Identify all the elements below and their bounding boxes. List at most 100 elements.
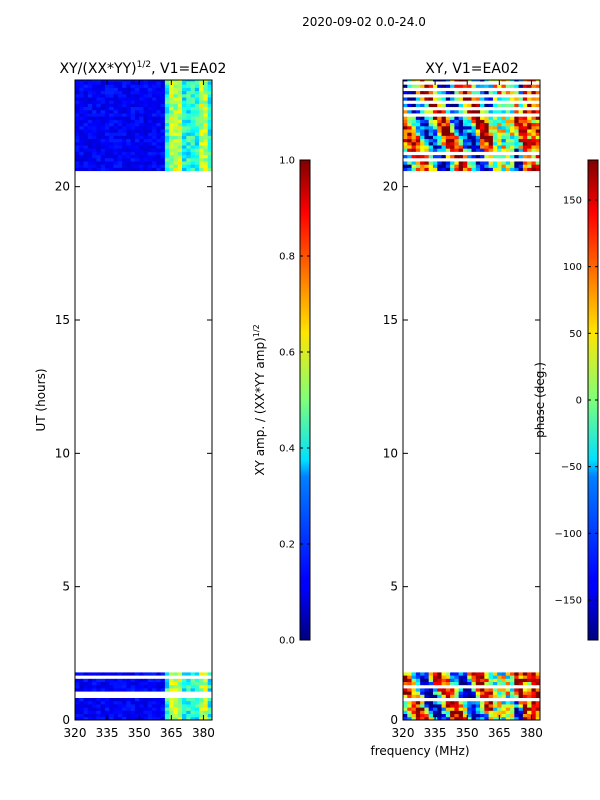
amp-heat-cell: [177, 148, 183, 152]
phase-heatmap: [403, 80, 541, 721]
amp-heat-cell: [83, 106, 89, 111]
amp-heat-cell: [130, 678, 136, 682]
phase-heat-cell: [527, 113, 532, 117]
phase-heat-cell: [450, 710, 455, 714]
phase-heat-cell: [488, 151, 494, 156]
phase-heat-cell: [424, 164, 430, 168]
phase-heat-cell: [518, 681, 524, 686]
phase-heat-cell: [475, 161, 481, 165]
amp-heat-cell: [100, 119, 106, 124]
amp-heat-cell: [207, 148, 213, 152]
amp-heat-cell: [160, 167, 166, 172]
phase-heat-cell: [480, 119, 485, 124]
amp-heat-cell: [182, 704, 187, 708]
amp-heat-cell: [156, 93, 162, 98]
amp-heat-cell: [96, 675, 102, 679]
phase-heat-cell: [420, 710, 425, 714]
amp-heat-cell: [199, 103, 204, 108]
phase-heat-cell: [471, 113, 477, 117]
amp-heat-cell: [194, 678, 200, 682]
amp-heat-cell: [134, 106, 140, 111]
phase-heat-cell: [492, 151, 498, 156]
phase-heat-cell: [531, 109, 537, 114]
amp-heat-cell: [117, 116, 123, 120]
amp-heat-cell: [173, 148, 179, 152]
phase-heat-cell: [437, 678, 442, 682]
phase-x-axis: 320 335 350 365 380: [392, 80, 543, 740]
amp-heat-cell: [75, 119, 80, 124]
phase-heat-cell: [471, 151, 477, 156]
amp-heat-cell: [207, 697, 213, 702]
phase-heat-cell: [488, 681, 494, 686]
phase-heat-cell: [403, 704, 408, 708]
amp-heat-cell: [190, 675, 196, 679]
phase-heat-cell: [441, 154, 447, 159]
phase-heat-cell: [471, 161, 477, 165]
phase-heat-cell: [484, 672, 490, 676]
phase-heat-cell: [527, 704, 532, 708]
amp-heat-cell: [113, 90, 119, 95]
amp-heat-cell: [83, 113, 89, 117]
amp-heat-cell: [156, 164, 162, 168]
phase-heat-cell: [411, 125, 417, 130]
amp-heat-cell: [130, 716, 136, 721]
phase-heat-cell: [531, 710, 537, 714]
amp-heat-cell: [152, 84, 157, 88]
phase-heat-cell: [462, 106, 468, 111]
phase-heat-cell: [450, 106, 455, 111]
phase-heat-cell: [445, 106, 451, 111]
phase-heat-cell: [407, 125, 412, 130]
phase-heat-cell: [445, 675, 451, 679]
amp-heat-cell: [117, 87, 123, 92]
amp-heat-cell: [152, 116, 157, 120]
phase-heat-cell: [415, 122, 421, 127]
phase-heat-cell: [471, 697, 477, 702]
phase-heat-cell: [467, 87, 472, 92]
amp-heat-cell: [156, 684, 162, 689]
phase-heat-cell: [484, 93, 490, 98]
amp-heat-cell: [139, 707, 144, 711]
amp-heat-cell: [83, 700, 89, 705]
amp-heat-cell: [143, 90, 149, 95]
phase-heat-cell: [480, 157, 485, 162]
amp-heat-cell: [152, 154, 157, 159]
amp-heat-cell: [199, 157, 204, 162]
phase-heat-cell: [445, 688, 451, 692]
amp-heat-cell: [173, 684, 179, 689]
phase-heat-cell: [424, 81, 430, 85]
amp-heat-cell: [87, 713, 93, 718]
amp-heat-cell: [186, 148, 191, 152]
phase-heat-cell: [518, 119, 524, 124]
phase-heat-cell: [454, 157, 460, 162]
phase-heat-cell: [497, 125, 502, 130]
amp-heat-cell: [160, 80, 166, 82]
amp-heat-cell: [203, 109, 209, 114]
phase-heat-cell: [420, 145, 425, 149]
phase-heat-cell: [535, 106, 541, 111]
amp-heat-cell: [117, 704, 123, 708]
phase-heat-cell: [428, 119, 434, 124]
amp-heat-cell: [164, 672, 170, 676]
amp-heat-cell: [173, 707, 179, 711]
amp-heat-cell: [104, 138, 110, 143]
amp-heat-cell: [207, 119, 213, 124]
phase-heat-cell: [531, 81, 537, 85]
amp-heat-cell: [160, 106, 166, 111]
phase-heat-cell: [415, 135, 421, 140]
phase-heat-cell: [441, 135, 447, 140]
phase-heat-cell: [420, 93, 425, 98]
amp-heat-cell: [139, 141, 144, 146]
phase-heat-cell: [531, 97, 537, 101]
amp-heat-cell: [104, 672, 110, 676]
amp-heat-cell: [79, 710, 84, 714]
phase-heat-cell: [527, 148, 532, 152]
amp-heat-cell: [122, 90, 127, 95]
amp-heat-cell: [113, 116, 119, 120]
amp-heat-cell: [139, 132, 144, 136]
phase-heat-cell: [505, 694, 511, 698]
amp-heat-cell: [169, 691, 174, 695]
phase-heat-cell: [458, 81, 464, 85]
phase-heat-cell: [424, 80, 430, 82]
phase-heat-cell: [437, 167, 442, 172]
